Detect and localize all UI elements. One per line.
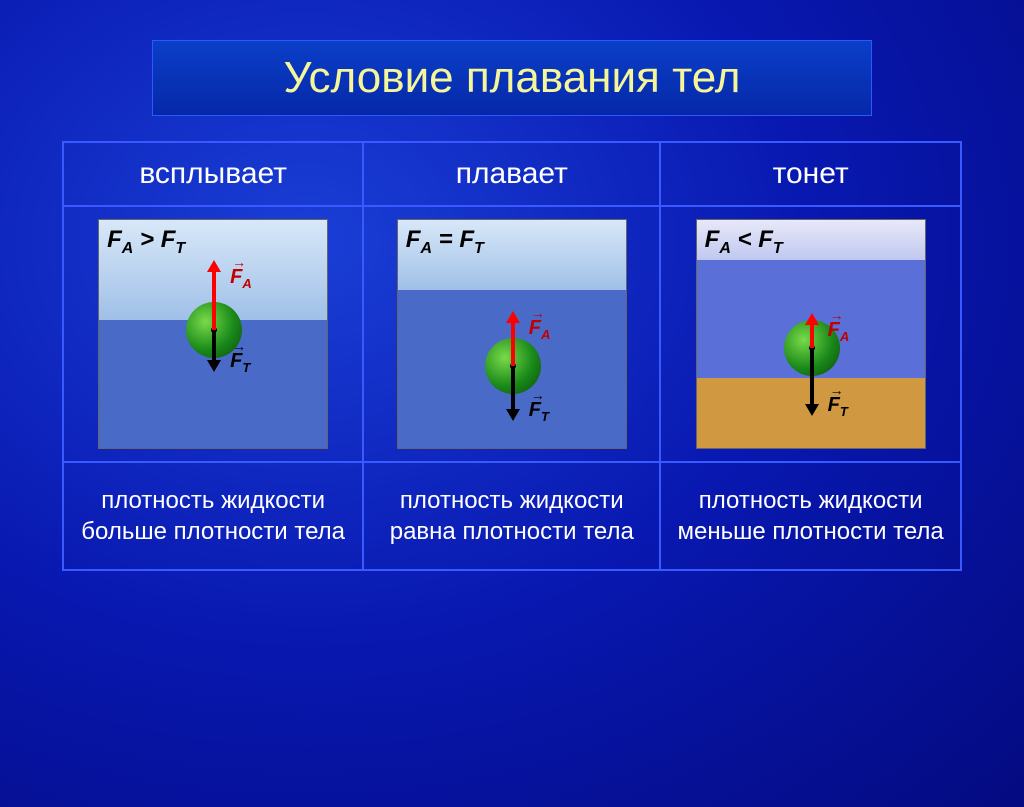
diagram-floats: FA = FT FAFT — [397, 219, 627, 449]
force-formula: FA > FT — [107, 226, 185, 258]
diagram-cell-floats-up: FA > FT FAFT — [63, 206, 363, 462]
desc-floats-up: плотность жидкости больше плотности тела — [63, 462, 363, 570]
page-title: Условие плавания тел — [152, 40, 872, 116]
col-header-sinks: тонет — [660, 142, 961, 206]
diagram-sinks: FA < FT FAFT — [696, 219, 926, 449]
description-row: плотность жидкости больше плотности тела… — [63, 462, 961, 570]
desc-sinks: плотность жидкости меньше плотности тела — [660, 462, 961, 570]
diagram-cell-floats: FA = FT FAFT — [363, 206, 660, 462]
col-header-floats: плавает — [363, 142, 660, 206]
diagram-cell-sinks: FA < FT FAFT — [660, 206, 961, 462]
col-header-floats-up: всплывает — [63, 142, 363, 206]
desc-floats: плотность жидкости равна плотности тела — [363, 462, 660, 570]
diagram-row: FA > FT FAFT FA = FT FAFT FA < FT FAFT — [63, 206, 961, 462]
force-formula: FA < FT — [705, 226, 783, 258]
conditions-table: всплывает плавает тонет FA > FT FAFT FA … — [62, 141, 962, 571]
header-row: всплывает плавает тонет — [63, 142, 961, 206]
diagram-floats-up: FA > FT FAFT — [98, 219, 328, 449]
force-formula: FA = FT — [406, 226, 484, 258]
